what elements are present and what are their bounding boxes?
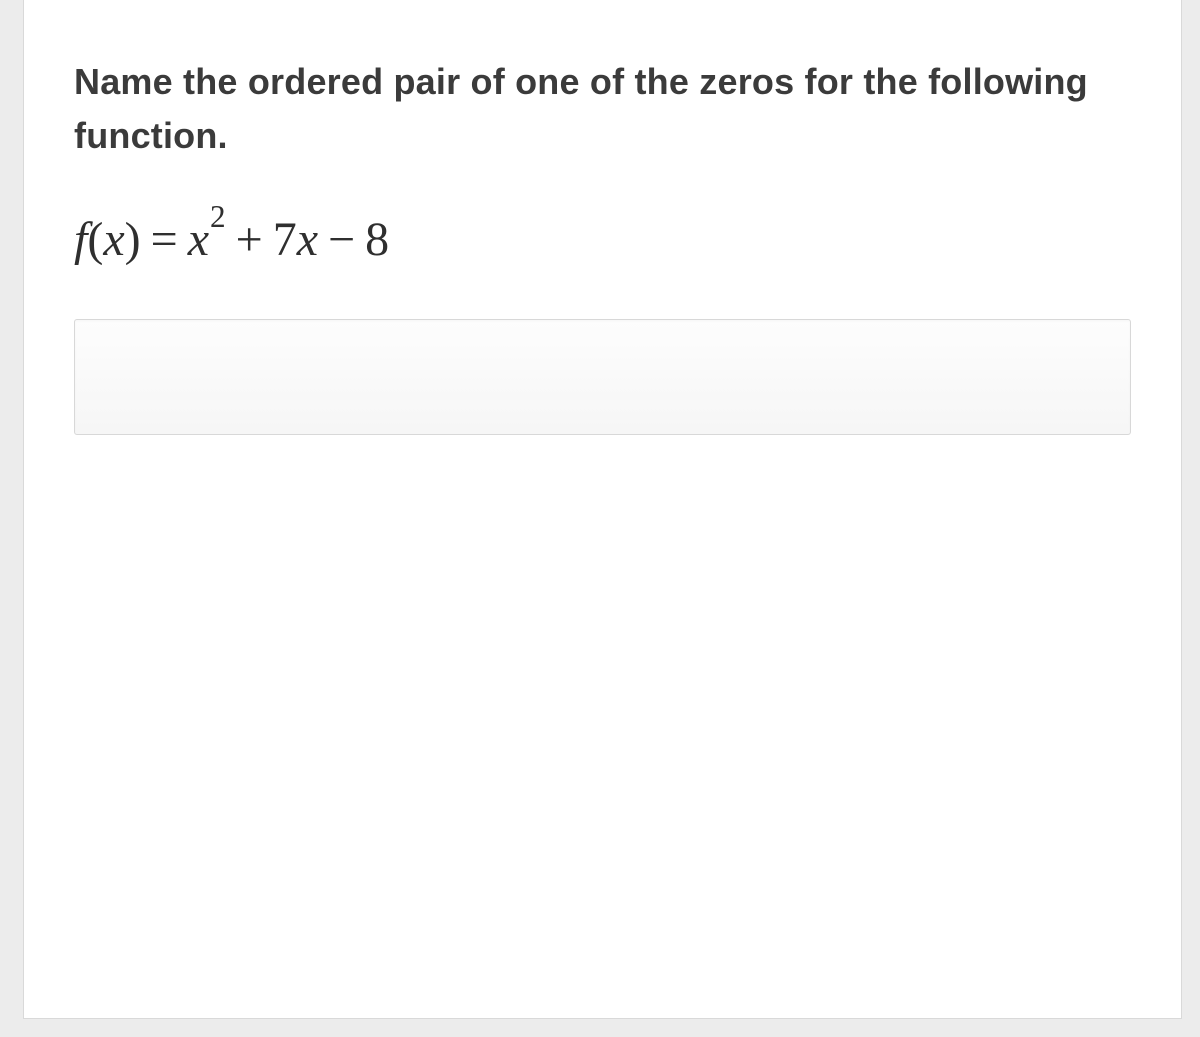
answer-input[interactable]: [74, 319, 1131, 435]
page-background: Name the ordered pair of one of the zero…: [0, 0, 1200, 1037]
equation-term2-var: x: [297, 213, 318, 266]
equation-term1-power: 2: [210, 199, 226, 234]
equation-op-plus: +: [226, 213, 273, 266]
function-equation: f(x)=x2+7x−8: [74, 198, 1131, 269]
equation-open-paren: (: [87, 213, 103, 266]
equation-equals: =: [141, 213, 188, 266]
question-card: Name the ordered pair of one of the zero…: [23, 0, 1182, 1019]
equation-term2-coef: 7: [273, 213, 297, 266]
equation-close-paren: ): [125, 213, 141, 266]
question-prompt: Name the ordered pair of one of the zero…: [74, 55, 1131, 163]
equation-function-name: f: [74, 213, 87, 266]
equation-lhs-variable: x: [103, 213, 124, 266]
equation-op-minus: −: [318, 213, 365, 266]
equation-term1-var: x: [188, 213, 209, 266]
equation-term3-value: 8: [365, 213, 389, 266]
